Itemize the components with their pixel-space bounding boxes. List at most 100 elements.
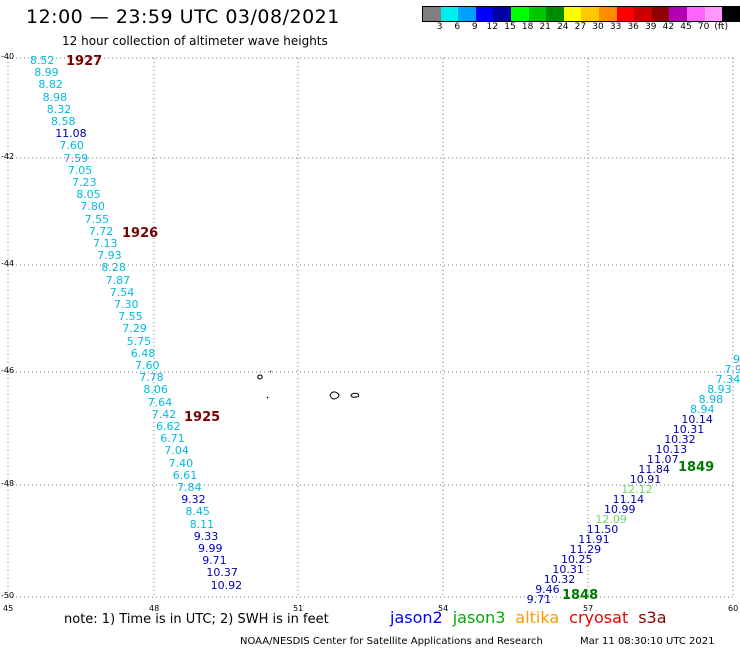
wave-height-value: 7.72 [88, 224, 114, 238]
wave-height-value: 7.84 [177, 481, 202, 494]
wave-height-value: 8.32 [46, 102, 72, 116]
legend-swatch [475, 7, 494, 21]
wave-height-value: 7.34 [715, 373, 740, 386]
pass-id-label: 1848 [562, 588, 599, 603]
legend-swatch [458, 7, 476, 21]
wave-height-value: 9 [733, 353, 740, 366]
legend-swatch [528, 7, 547, 21]
legend-swatch [423, 7, 441, 21]
latitude-label: -48 [1, 479, 15, 488]
wave-height-value: 8.06 [143, 383, 168, 397]
legend-tick-label: 18 [521, 22, 534, 32]
island-outline [266, 396, 269, 399]
pass-id-label: 1925 [184, 410, 221, 425]
wave-height-value: 7.60 [59, 139, 84, 153]
legend-tick-label: 27 [574, 22, 587, 32]
latitude-label: -40 [1, 52, 15, 61]
legend-swatch [493, 7, 511, 21]
wave-height-value: 10.25 [561, 553, 593, 566]
latitude-label: -50 [1, 591, 15, 600]
wave-height-value: 7.80 [80, 200, 105, 214]
legend-swatch [598, 7, 617, 21]
wave-height-value: 6.61 [172, 468, 198, 482]
color-scale-legend [422, 6, 740, 22]
satellite-legend-item: s3a [638, 608, 667, 627]
legend-tick-label: 3 [436, 22, 443, 32]
legend-tick-label: (ft) [714, 22, 728, 32]
satellite-legend-item: jason2 [390, 608, 443, 627]
island-outline [269, 370, 272, 373]
legend-tick-label: 24 [557, 22, 569, 32]
wave-height-value: 12.09 [595, 513, 627, 526]
latitude-label: -46 [1, 366, 15, 375]
legend-swatch [651, 7, 670, 21]
satellite-legend: jason2 jason3 altika cryosat s3a [390, 608, 677, 627]
legend-swatch [581, 7, 599, 21]
latitude-label: -44 [1, 259, 15, 268]
legend-swatch [722, 7, 740, 21]
pass-id-label: 1927 [66, 54, 103, 69]
wave-height-value: 11.50 [586, 523, 619, 536]
legend-swatch [704, 7, 723, 21]
wave-height-value: 8.93 [707, 383, 732, 396]
wave-height-value: 7.54 [109, 285, 135, 299]
page-subtitle: 12 hour collection of altimeter wave hei… [62, 34, 328, 48]
wave-height-value: 6.48 [130, 346, 156, 360]
longitude-label: 45 [3, 604, 14, 613]
units-note: note: 1) Time is in UTC; 2) SWH is in fe… [64, 612, 329, 627]
wave-height-value: 8.99 [34, 66, 59, 80]
longitude-label: 48 [149, 604, 160, 613]
legend-swatch [686, 7, 705, 21]
wave-height-value: 10.99 [604, 503, 636, 516]
wave-height-value: 10.32 [543, 573, 576, 586]
longitude-label: 57 [583, 604, 594, 613]
wave-height-value: 9.71 [202, 554, 227, 568]
wave-height-value: 8.58 [51, 115, 76, 128]
wave-height-value: 10.37 [206, 566, 238, 580]
wave-height-value: 8.82 [38, 78, 63, 92]
longitude-label: 54 [438, 604, 449, 613]
legend-swatch [634, 7, 652, 21]
wave-height-value: 11.91 [578, 533, 610, 546]
longitude-label: 51 [293, 604, 304, 613]
legend-swatch [616, 7, 635, 21]
wave-height-value: 8.52 [30, 54, 55, 67]
satellite-legend-item: jason3 [452, 608, 506, 627]
footer-credit: NOAA/NESDIS Center for Satellite Applica… [240, 636, 543, 647]
island-outline [257, 374, 263, 380]
wave-height-value: 9.99 [198, 542, 223, 555]
wave-height-value: 8.45 [185, 505, 210, 519]
wave-height-value: 6.62 [156, 420, 181, 433]
wave-height-value: 9.32 [181, 493, 206, 507]
wave-height-value: 6.71 [160, 432, 185, 446]
wave-height-value: 9.33 [193, 529, 219, 543]
wave-height-value: 7.93 [97, 249, 122, 263]
wave-height-value: 8.94 [690, 403, 715, 416]
pass-id-label: 1849 [678, 460, 715, 475]
wave-height-value: 11.84 [638, 463, 670, 476]
island-outline [350, 392, 360, 398]
legend-tick-label: 21 [539, 22, 551, 32]
wave-height-value: 11.29 [569, 543, 602, 556]
wave-height-value: 10.32 [664, 433, 696, 446]
legend-tick-label: 70 [697, 22, 710, 32]
wave-height-value: 7.30 [114, 298, 139, 311]
wave-height-value: 8.28 [101, 261, 126, 275]
island-outlines [257, 370, 360, 400]
wave-height-value: 9.71 [526, 593, 552, 606]
wave-height-value: 11.08 [55, 127, 87, 141]
wave-height-value: 11.14 [612, 493, 645, 506]
pass-id-label: 1926 [122, 226, 159, 241]
wave-height-value: 8.11 [189, 517, 215, 531]
wave-height-value: 7.78 [139, 371, 164, 385]
legend-swatch [563, 7, 582, 21]
wave-height-value: 10.31 [672, 423, 705, 436]
wave-height-value: 8.05 [76, 188, 101, 202]
legend-tick-label: 30 [592, 22, 604, 32]
wave-height-value: 7.64 [147, 395, 173, 409]
wave-height-value: 7.87 [105, 273, 131, 287]
satellite-legend-item: altika [515, 608, 560, 627]
wave-height-value: 7.55 [118, 310, 143, 324]
legend-tick-label: 39 [645, 22, 657, 32]
